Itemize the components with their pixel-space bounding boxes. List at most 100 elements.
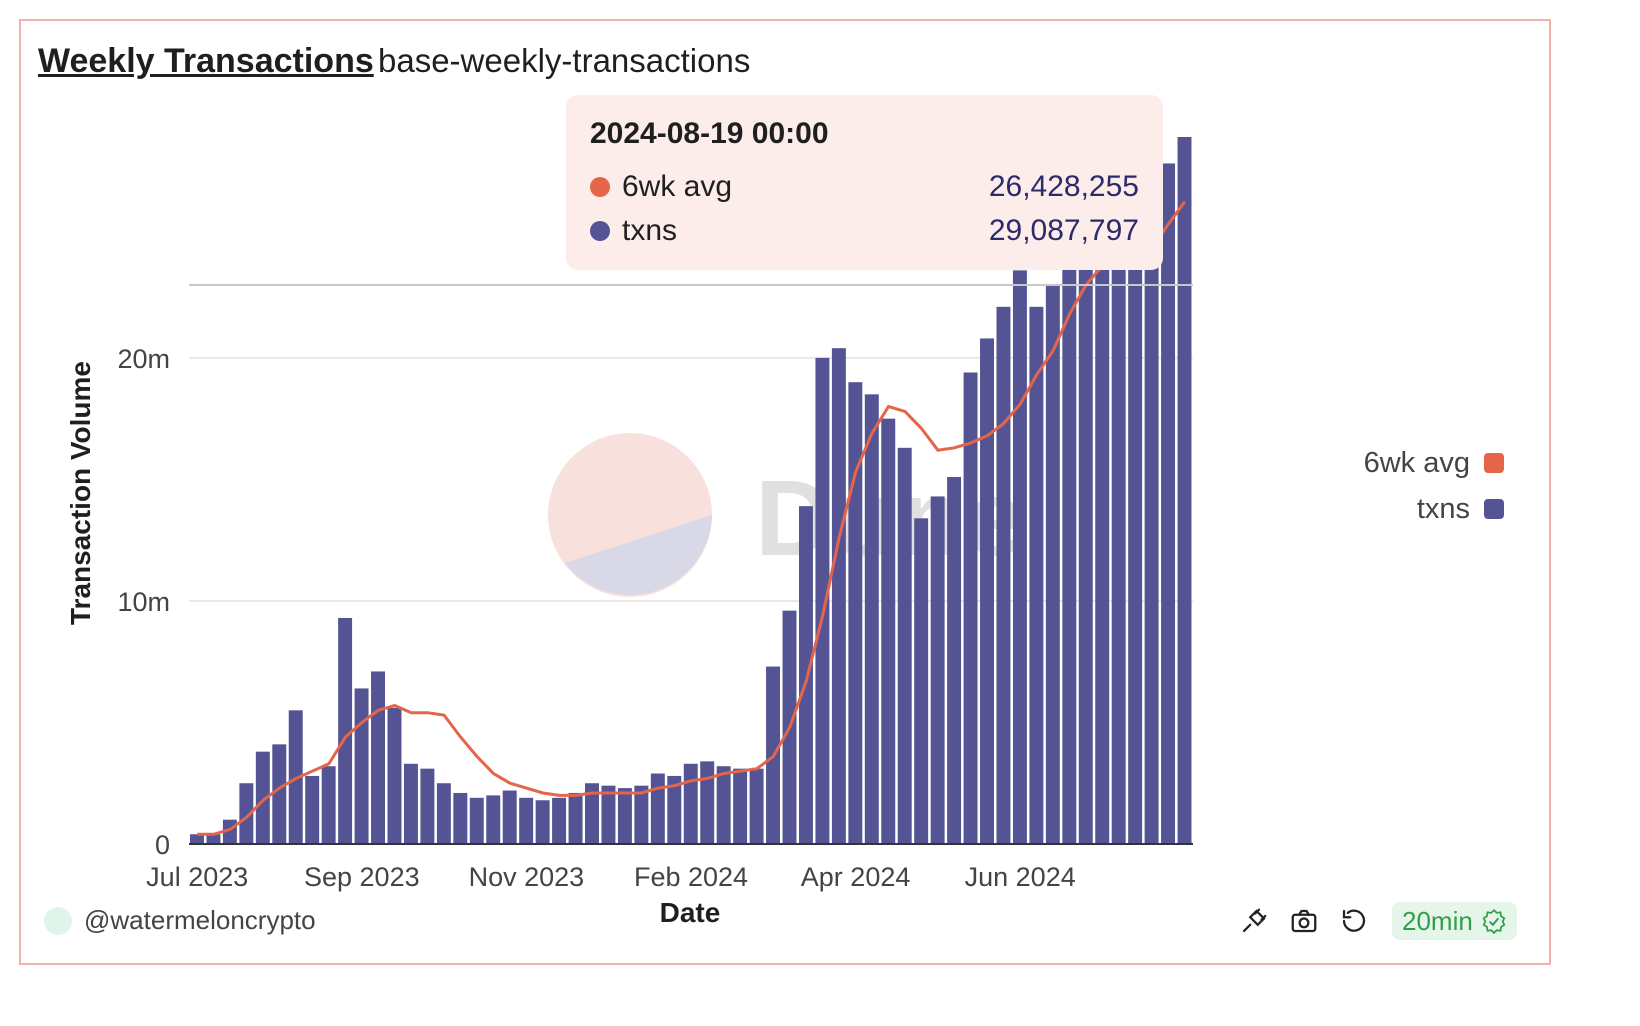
x-tick-label: Nov 2023: [469, 862, 585, 892]
x-tick-label: Feb 2024: [634, 862, 748, 892]
verified-check-icon: [1482, 908, 1506, 934]
bar-txns[interactable]: [980, 338, 994, 844]
bar-txns[interactable]: [354, 688, 369, 844]
bar-txns[interactable]: [881, 418, 896, 844]
bar-txns[interactable]: [1045, 284, 1060, 844]
refresh-interval-badge[interactable]: 20min: [1392, 902, 1517, 940]
refresh-icon[interactable]: [1336, 903, 1372, 939]
bar-txns[interactable]: [535, 800, 550, 844]
bar-txns[interactable]: [206, 834, 221, 844]
bar-txns[interactable]: [798, 506, 813, 844]
bar-txns[interactable]: [634, 785, 649, 844]
bar-txns[interactable]: [831, 348, 846, 844]
bar-txns[interactable]: [403, 763, 418, 844]
bar-txns[interactable]: [700, 761, 715, 844]
bar-txns[interactable]: [864, 394, 879, 844]
chart-title[interactable]: Weekly Transactions: [38, 42, 374, 80]
embed-plug-icon[interactable]: [1236, 903, 1272, 939]
author-name: @watermeloncrypto: [84, 905, 316, 935]
x-axis-label: Date: [660, 897, 721, 928]
bar-txns[interactable]: [1111, 236, 1126, 844]
bar-txns[interactable]: [453, 792, 468, 844]
bar-txns[interactable]: [585, 783, 599, 844]
chart-subtitle: base-weekly-transactions: [378, 42, 751, 79]
y-tick-label: 0: [155, 830, 170, 860]
txns-dot-icon: [590, 221, 610, 241]
bar-txns[interactable]: [1144, 199, 1159, 844]
legend-label-6wk-avg: 6wk avg: [1363, 446, 1470, 479]
bar-txns[interactable]: [716, 766, 731, 844]
bar-txns[interactable]: [1062, 260, 1077, 844]
bar-txns[interactable]: [321, 766, 336, 844]
bar-txns[interactable]: [1161, 163, 1176, 844]
bar-txns[interactable]: [486, 795, 501, 844]
bar-txns[interactable]: [1177, 137, 1192, 844]
bar-txns[interactable]: [914, 518, 929, 844]
bar-txns[interactable]: [1095, 246, 1110, 844]
bar-txns[interactable]: [617, 788, 632, 844]
bar-txns[interactable]: [650, 773, 665, 844]
x-tick-label: Apr 2024: [801, 862, 911, 892]
tooltip-avg-value: 26,428,255: [988, 170, 1139, 203]
bar-txns[interactable]: [733, 768, 748, 844]
bar-txns[interactable]: [502, 790, 517, 844]
bar-txns[interactable]: [338, 617, 353, 844]
legend-swatch-icon: [1484, 499, 1504, 519]
legend-item-6wk-avg[interactable]: 6wk avg: [1364, 440, 1504, 486]
bar-txns[interactable]: [963, 372, 978, 844]
bar-txns[interactable]: [255, 751, 270, 844]
line-series-6wk-avg: [197, 200, 1187, 836]
y-tick-label: 10m: [117, 587, 170, 617]
bar-series-txns: [190, 137, 1192, 844]
bar-txns[interactable]: [272, 744, 287, 844]
refresh-interval-text: 20min: [1402, 905, 1473, 936]
avg-dot-icon: [590, 177, 610, 197]
bar-txns[interactable]: [552, 797, 567, 844]
bar-txns[interactable]: [1012, 270, 1027, 844]
hover-tooltip: 2024-08-19 00:00 6wk avg 26,428,255 txns…: [566, 95, 1163, 270]
tooltip-row-avg: 6wk avg 26,428,255: [590, 165, 1139, 209]
y-tick-label: 20m: [117, 344, 170, 374]
camera-icon[interactable]: [1286, 903, 1322, 939]
bar-txns[interactable]: [239, 783, 254, 844]
bar-txns[interactable]: [683, 763, 698, 844]
x-tick-label: Jun 2024: [965, 862, 1076, 892]
bar-txns[interactable]: [749, 768, 764, 844]
tooltip-date: 2024-08-19 00:00: [590, 117, 829, 150]
bar-txns[interactable]: [190, 834, 204, 844]
tooltip-txns-value: 29,087,797: [988, 214, 1139, 247]
bar-txns[interactable]: [305, 775, 320, 844]
x-axis-ticks: Jul 2023 Sep 2023 Nov 2023 Feb 2024 Apr 2024…: [146, 862, 1076, 892]
bar-txns[interactable]: [519, 797, 534, 844]
bar-txns[interactable]: [387, 707, 402, 844]
tooltip-row-txns: txns 29,087,797: [590, 209, 1139, 253]
bar-txns[interactable]: [1029, 306, 1044, 844]
tooltip-avg-label: 6wk avg: [622, 170, 733, 203]
bar-txns[interactable]: [996, 306, 1011, 844]
bar-txns[interactable]: [667, 775, 682, 844]
bar-txns[interactable]: [436, 783, 451, 844]
bar-txns[interactable]: [420, 768, 435, 844]
bar-txns[interactable]: [897, 447, 912, 844]
author-link[interactable]: @watermeloncrypto: [44, 905, 316, 936]
bar-txns[interactable]: [848, 382, 863, 844]
y-axis-label: Transaction Volume: [65, 361, 96, 625]
x-tick-label: Sep 2023: [304, 862, 420, 892]
bar-txns[interactable]: [568, 792, 583, 844]
watermark-logo-bottom: [565, 515, 712, 596]
bar-txns[interactable]: [1078, 246, 1093, 844]
bar-txns[interactable]: [947, 476, 962, 844]
chart-legend: 6wk avg txns: [1364, 440, 1504, 532]
legend-item-txns[interactable]: txns: [1364, 486, 1504, 532]
legend-swatch-icon: [1484, 453, 1504, 473]
y-axis-ticks: 0 10m 20m: [117, 344, 170, 860]
avatar: [44, 906, 72, 935]
x-tick-label: Jul 2023: [146, 862, 248, 892]
bar-txns[interactable]: [815, 357, 830, 844]
bar-txns[interactable]: [1128, 226, 1143, 844]
bar-txns[interactable]: [371, 671, 386, 844]
bar-txns[interactable]: [601, 785, 616, 844]
bar-txns[interactable]: [930, 496, 945, 844]
bar-txns[interactable]: [469, 797, 484, 844]
